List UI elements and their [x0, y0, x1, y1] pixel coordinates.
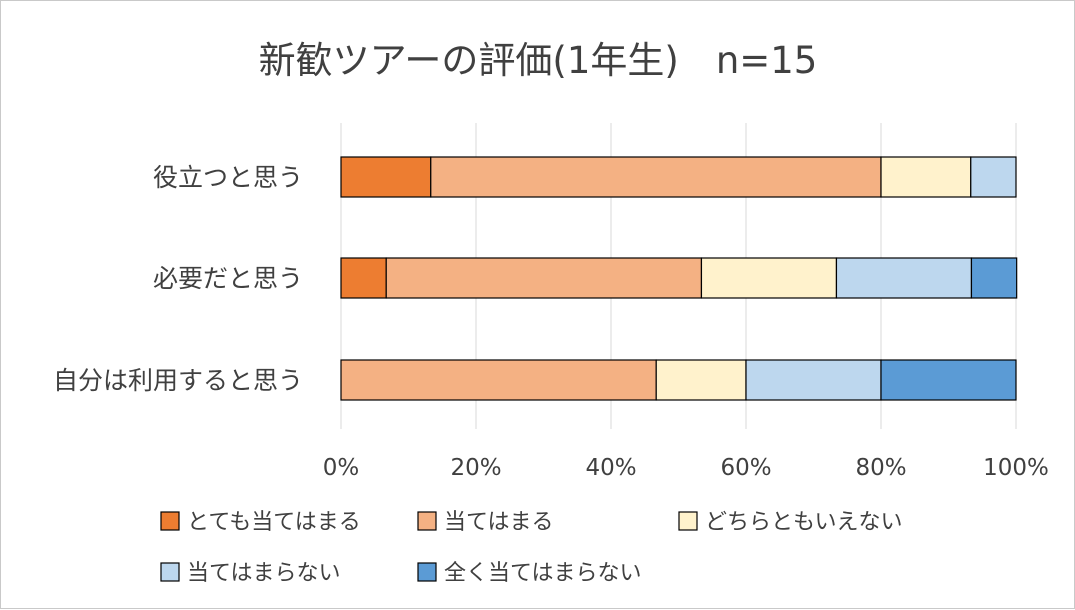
category-label: 役立つと思う — [153, 163, 303, 192]
bar-segment — [745, 359, 882, 401]
bar-segment — [970, 257, 1018, 299]
bar-segment — [340, 359, 657, 401]
legend-label: 当てはまらない — [187, 561, 341, 586]
bar-segment — [700, 257, 838, 299]
bar-segment — [970, 156, 1017, 198]
x-tick-label: 60% — [720, 455, 771, 481]
legend-label: 当てはまる — [444, 510, 554, 535]
chart-title: 新歓ツアーの評価(1年生) n=15 — [259, 39, 818, 82]
legend-swatch — [678, 511, 698, 531]
bar-segment — [880, 156, 972, 198]
x-tick-label: 100% — [983, 455, 1049, 481]
legend-label: 全く当てはまらない — [444, 561, 642, 586]
bar-segment — [835, 257, 973, 299]
x-tick-label: 40% — [585, 455, 636, 481]
legend-label: どちらともいえない — [705, 510, 903, 535]
legend-swatch — [160, 511, 180, 531]
legend-swatch — [417, 511, 437, 531]
legend-swatch — [417, 562, 437, 582]
bar-segment — [340, 156, 432, 198]
bar-segment — [430, 156, 882, 198]
bar-segment — [340, 257, 387, 299]
bar-segment — [880, 359, 1017, 401]
bar-segment — [655, 359, 747, 401]
category-label: 必要だと思う — [153, 264, 303, 293]
category-label: 自分は利用すると思う — [53, 366, 303, 395]
legend-swatch — [160, 562, 180, 582]
bar-segment — [385, 257, 703, 299]
x-tick-label: 0% — [323, 455, 360, 481]
x-tick-label: 80% — [855, 455, 906, 481]
legend-label: とても当てはまる — [187, 510, 361, 535]
x-tick-label: 20% — [450, 455, 501, 481]
